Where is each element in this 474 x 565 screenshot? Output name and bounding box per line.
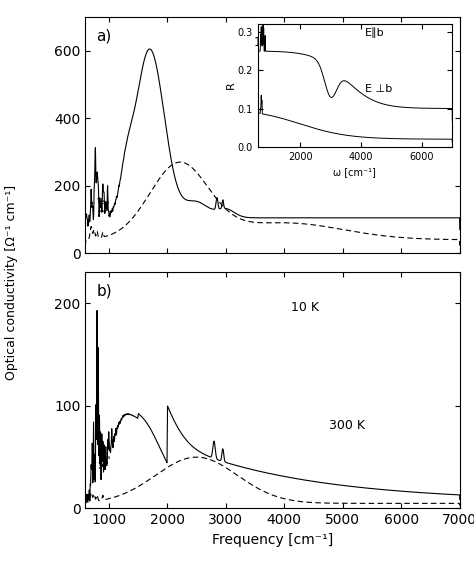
Text: 300 K: 300 K — [310, 131, 346, 144]
Text: Optical conductivity [Ω⁻¹ cm⁻¹]: Optical conductivity [Ω⁻¹ cm⁻¹] — [5, 185, 18, 380]
Text: 10 K: 10 K — [291, 301, 319, 314]
Text: 10 K: 10 K — [254, 36, 282, 49]
Text: ν₃ₐ: ν₃ₐ — [98, 451, 111, 461]
Text: b): b) — [97, 284, 112, 299]
Text: ν₃ₐ: ν₃ₐ — [97, 196, 110, 206]
X-axis label: Frequency [cm⁻¹]: Frequency [cm⁻¹] — [212, 533, 333, 547]
Text: 300 K: 300 K — [328, 419, 365, 432]
Text: a): a) — [97, 29, 112, 44]
